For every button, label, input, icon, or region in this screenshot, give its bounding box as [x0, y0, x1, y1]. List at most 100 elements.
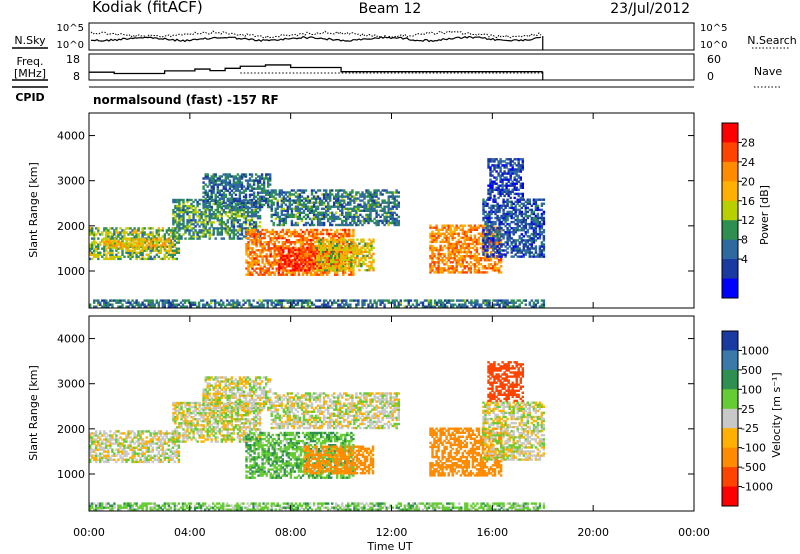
- heat-cell: [163, 299, 166, 302]
- heat-cell: [137, 305, 140, 308]
- heat-cell: [490, 216, 493, 220]
- heat-cell: [178, 204, 181, 208]
- heat-cell: [338, 238, 341, 241]
- heat-cell: [484, 243, 487, 246]
- heat-cell: [141, 229, 144, 232]
- heat-cell: [131, 231, 134, 234]
- heat-cell: [202, 225, 205, 228]
- heat-cell: [532, 216, 536, 220]
- heat-cell: [341, 211, 344, 214]
- heat-cell: [234, 211, 238, 214]
- heat-cell: [326, 228, 329, 232]
- heat-cell: [455, 232, 458, 235]
- heat-cell: [145, 253, 148, 256]
- heat-cell: [387, 197, 390, 200]
- heat-cell: [230, 221, 234, 224]
- heat-cell: [238, 185, 242, 188]
- heat-cell: [322, 217, 326, 221]
- heat-cell: [506, 251, 509, 254]
- heat-cell: [310, 205, 314, 208]
- heat-cell: [363, 221, 366, 225]
- heat-cell: [282, 217, 285, 221]
- heat-cell: [161, 303, 164, 306]
- heat-cell: [228, 217, 232, 220]
- heat-cell: [358, 252, 361, 256]
- heat-cell: [353, 219, 356, 223]
- heat-cell: [489, 255, 493, 258]
- heat-cell: [513, 182, 516, 185]
- heat-cell: [222, 191, 225, 194]
- heat-cell: [261, 228, 264, 232]
- heat-cell: [487, 164, 490, 167]
- heat-cell: [522, 239, 525, 242]
- heat-cell: [279, 236, 282, 240]
- heat-cell: [269, 255, 272, 258]
- heat-cell: [224, 204, 227, 208]
- heat-cell: [255, 238, 258, 242]
- heat-cell: [499, 259, 503, 262]
- heat-cell: [319, 257, 323, 260]
- heat-cell: [429, 269, 432, 272]
- heat-cell: [95, 245, 98, 248]
- heat-cell: [317, 254, 321, 258]
- heat-cell: [482, 216, 485, 220]
- heat-cell: [469, 261, 472, 264]
- heat-cell: [113, 238, 117, 241]
- heat-cell: [369, 191, 372, 194]
- heat-cell: [492, 220, 495, 224]
- heat-cell: [342, 236, 345, 240]
- heat-cell: [369, 205, 372, 208]
- heat-cell: [137, 301, 140, 304]
- heat-cell: [247, 232, 250, 236]
- heat-cell: [228, 203, 232, 207]
- heat-cell: [245, 232, 248, 236]
- heat-cell: [208, 179, 211, 182]
- heat-cell: [192, 231, 195, 234]
- heat-cell: [512, 247, 515, 250]
- heat-cell: [497, 174, 500, 177]
- heat-cell: [171, 241, 175, 244]
- heat-cell: [320, 223, 324, 227]
- heat-cell: [371, 201, 374, 204]
- heat-cell: [255, 232, 258, 236]
- heat-cell: [325, 197, 328, 200]
- heat-cell: [308, 248, 311, 251]
- heat-cell: [105, 240, 108, 243]
- heat-cell: [246, 183, 250, 186]
- heat-cell: [202, 187, 205, 190]
- heat-cell: [435, 224, 438, 227]
- heat-cell: [520, 227, 523, 230]
- heat-cell: [335, 223, 338, 227]
- heat-cell: [281, 267, 284, 270]
- heat-cell: [506, 239, 509, 242]
- heat-cell: [272, 201, 275, 204]
- heat-cell: [340, 256, 343, 260]
- heat-cell: [510, 237, 513, 240]
- heat-cell: [263, 232, 266, 236]
- heat-cell: [346, 240, 349, 243]
- heat-cell: [141, 235, 144, 238]
- heat-cell: [538, 224, 542, 228]
- heat-cell: [333, 195, 336, 198]
- heat-cell: [129, 233, 132, 236]
- heat-cell: [358, 264, 361, 268]
- heat-cell: [385, 221, 388, 225]
- heat-cell: [288, 250, 291, 254]
- heat-cell: [99, 241, 102, 244]
- heat-cell: [336, 248, 339, 251]
- heat-cell: [135, 251, 138, 254]
- heat-cell: [513, 158, 516, 161]
- heat-cell: [488, 237, 491, 240]
- heat-cell: [321, 260, 325, 264]
- heat-cell: [503, 160, 506, 163]
- heat-cell: [210, 177, 213, 180]
- heat-cell: [298, 201, 302, 204]
- heat-cell: [498, 251, 501, 254]
- heat-cell: [457, 240, 460, 244]
- heat-cell: [267, 205, 270, 209]
- heat-cell: [167, 305, 171, 308]
- heat-cell: [89, 227, 92, 230]
- heat-cell: [258, 221, 262, 224]
- heat-cell: [294, 266, 297, 270]
- heat-cell: [271, 230, 274, 234]
